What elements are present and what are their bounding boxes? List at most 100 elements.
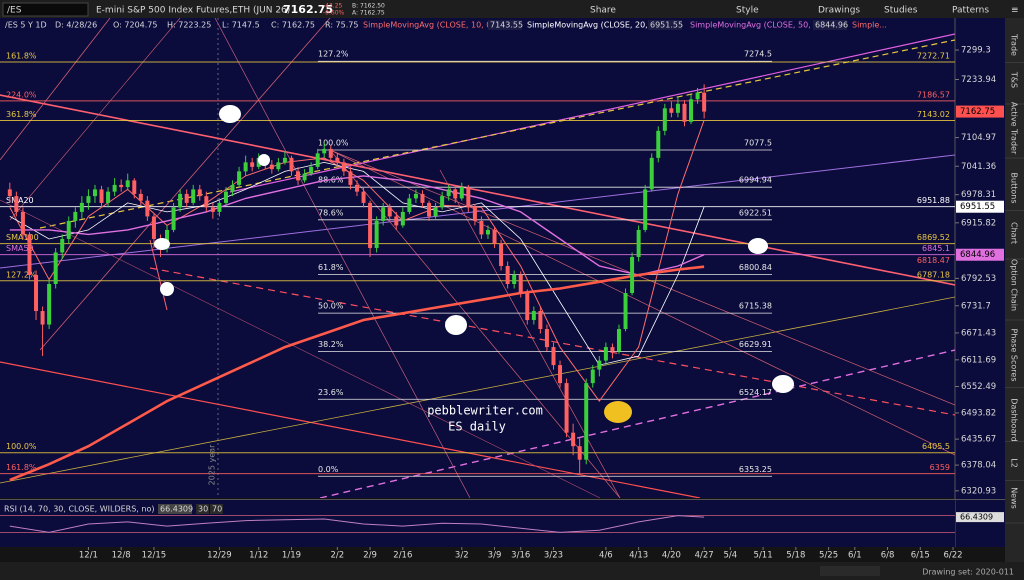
candle-body <box>210 207 215 212</box>
candle-body <box>66 220 71 239</box>
toolbar <box>0 0 1024 18</box>
rsi-line <box>9 515 705 533</box>
year-label: 2025 year <box>208 444 217 485</box>
candle-body <box>407 198 412 212</box>
sidebar-tab[interactable]: Chart <box>1010 222 1019 244</box>
candle-body <box>276 162 281 170</box>
x-tick-label: 3/2 <box>455 551 469 561</box>
trendline <box>39 18 331 351</box>
candle-body <box>551 347 556 366</box>
candle-body <box>485 229 490 235</box>
highlight-ellipse <box>748 238 768 254</box>
y-tick-label: 7104.97 <box>961 133 996 143</box>
study-name: SimpleMovingAvg (CLOSE, 20, 0, no) <box>527 21 674 30</box>
x-tick-label: 12/8 <box>112 551 131 561</box>
sidebar-tab[interactable]: News <box>1010 487 1019 509</box>
candle-body <box>289 157 294 172</box>
style-button[interactable]: Style <box>736 6 759 16</box>
candle-body <box>302 173 307 181</box>
sidebar-tab[interactable]: Buttons <box>1010 173 1019 204</box>
candle-body <box>145 200 150 217</box>
studies-button[interactable]: Studies <box>884 6 918 16</box>
y-tick-label: 7041.36 <box>961 162 996 172</box>
study-value-box <box>488 20 522 30</box>
candle-body <box>132 180 137 194</box>
share-button[interactable]: Share <box>590 6 616 16</box>
y-tick-label: 6552.49 <box>961 382 996 392</box>
highlight-ellipse <box>772 375 794 393</box>
candle-body <box>125 180 130 188</box>
level-label: 361.8% <box>6 110 37 119</box>
trendline <box>439 169 621 498</box>
fib-label: 127.2% <box>318 50 349 59</box>
level-tag: 6787.18 <box>917 270 950 279</box>
candle-body <box>335 157 340 163</box>
candle-body <box>73 211 78 221</box>
sidebar-tab[interactable]: Active Trader <box>1010 102 1019 155</box>
candle-body <box>472 207 477 221</box>
candle-body <box>649 157 654 190</box>
candle-body <box>27 234 32 275</box>
candle-body <box>518 274 523 294</box>
trendline <box>0 296 955 484</box>
candle-body <box>492 229 497 244</box>
candle-body <box>217 202 222 212</box>
ask: A: 7162.75 <box>352 10 385 17</box>
candle-body <box>669 108 674 113</box>
menu-button[interactable]: ≡ <box>1011 6 1019 16</box>
highlight-ellipse <box>154 238 170 250</box>
y-tick-label: 6671.43 <box>961 328 996 338</box>
x-tick-label: 4/13 <box>629 551 648 561</box>
fib-label: 23.6% <box>318 388 344 397</box>
rsi-axis-tag-label: 66.4309 <box>960 513 993 522</box>
candle-body <box>171 207 176 230</box>
candle-body <box>577 446 582 460</box>
x-tick-label: 4/20 <box>662 551 681 561</box>
sidebar-tab[interactable]: T&S <box>1010 71 1019 88</box>
x-tick-label: 6/22 <box>943 551 962 561</box>
level-label: 127.2% <box>6 270 37 279</box>
sidebar-tab[interactable]: Phase Scores <box>1010 328 1019 381</box>
candle-body <box>309 166 314 174</box>
annotations <box>154 105 794 423</box>
sidebar-tab[interactable]: L2 <box>1010 458 1019 468</box>
symbol[interactable]: /ES <box>7 6 22 16</box>
sidebar-tab[interactable]: Dashboard <box>1010 398 1019 441</box>
x-tick-label: 12/29 <box>207 551 232 561</box>
candle-body <box>191 189 196 203</box>
sidebar-tab[interactable]: Trade <box>1010 33 1019 56</box>
candle-body <box>223 191 228 203</box>
candle-body <box>590 369 595 384</box>
fib-value: 7274.5 <box>744 50 772 59</box>
trendline <box>149 239 168 311</box>
candle-body <box>584 383 589 460</box>
sidebar <box>1005 18 1024 562</box>
candle-body <box>315 153 320 167</box>
plot-area <box>0 18 955 498</box>
legend-item: D: 4/28/26 <box>55 21 97 30</box>
level-tag: 6951.88 <box>917 196 950 205</box>
candle-body <box>119 184 124 188</box>
candle-body <box>204 196 209 208</box>
trendline <box>149 267 955 416</box>
candle-body <box>662 108 667 131</box>
candle-body <box>643 189 648 230</box>
level-tag: 6869.52 <box>917 233 950 242</box>
legend-item: /ES 5 Y 1D <box>5 21 47 30</box>
drawings-button[interactable]: Drawings <box>818 6 860 16</box>
patterns-button[interactable]: Patterns <box>952 6 989 16</box>
legend-item: R: 75.75 <box>325 21 358 30</box>
y-tick-label: 7299.3 <box>961 46 991 56</box>
candle-body <box>616 329 621 352</box>
candle-body <box>14 196 19 212</box>
status-controls[interactable] <box>820 566 880 576</box>
y-tick-label: 7233.94 <box>961 75 996 85</box>
trendline <box>329 149 955 406</box>
sidebar-tab[interactable]: Option Chain <box>1010 259 1019 311</box>
x-tick-label: 3/23 <box>544 551 563 561</box>
candle-body <box>499 243 504 266</box>
symbol-box[interactable] <box>2 2 89 17</box>
candle-body <box>413 193 418 199</box>
trendline <box>229 33 955 193</box>
